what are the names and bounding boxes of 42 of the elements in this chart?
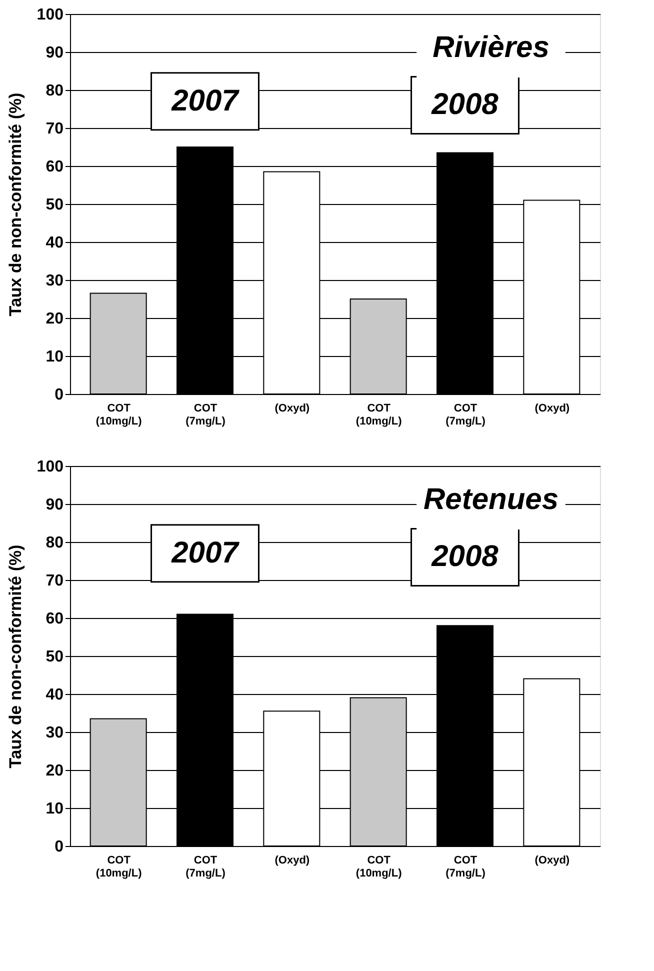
annotation: 2007	[170, 84, 240, 118]
x-tick-label: COT (10mg/L)	[356, 402, 402, 428]
x-tick-label: (Oxyd)	[274, 854, 310, 866]
annotation: Retenues	[423, 483, 559, 516]
y-tick-label: 0	[54, 386, 64, 404]
y-axis-title: Taux de non-conformité (%)	[6, 544, 25, 768]
y-tick-label: 60	[46, 158, 64, 176]
x-tick-label: (Oxyd)	[534, 402, 570, 414]
y-tick-label: 60	[46, 610, 64, 628]
x-tick-label: COT (7mg/L)	[446, 854, 486, 880]
y-tick-label: 30	[46, 724, 64, 742]
y-tick-label: 90	[46, 44, 64, 62]
x-tick-label: COT (10mg/L)	[96, 402, 142, 428]
x-tick-label: COT (7mg/L)	[186, 854, 226, 880]
y-tick-label: 70	[46, 572, 64, 590]
annotation: Rivières	[432, 31, 550, 64]
y-tick-label: 50	[46, 196, 64, 214]
y-tick-label: 100	[36, 458, 64, 476]
annotation: 2008	[430, 540, 499, 574]
x-tick-label: COT (7mg/L)	[186, 402, 226, 428]
y-tick-label: 100	[36, 6, 64, 24]
y-tick-label: 40	[46, 686, 64, 704]
x-tick-label: COT (10mg/L)	[96, 854, 142, 880]
y-tick-label: 10	[46, 800, 64, 818]
y-tick-label: 90	[46, 496, 64, 514]
x-tick-label: (Oxyd)	[274, 402, 310, 414]
y-tick-label: 10	[46, 348, 64, 366]
annotation: 2007	[170, 536, 240, 570]
x-tick-label: COT (7mg/L)	[446, 402, 486, 428]
y-tick-label: 0	[54, 838, 64, 856]
annotation: 2008	[430, 88, 499, 122]
y-axis-title: Taux de non-conformité (%)	[6, 92, 25, 316]
y-tick-label: 40	[46, 234, 64, 252]
y-tick-label: 20	[46, 310, 64, 328]
x-tick-label: (Oxyd)	[534, 854, 570, 866]
y-tick-label: 20	[46, 762, 64, 780]
y-tick-label: 80	[46, 534, 64, 552]
y-tick-label: 30	[46, 272, 64, 290]
y-tick-label: 70	[46, 120, 64, 138]
x-tick-label: COT (10mg/L)	[356, 854, 402, 880]
y-tick-label: 50	[46, 648, 64, 666]
y-tick-label: 80	[46, 82, 64, 100]
